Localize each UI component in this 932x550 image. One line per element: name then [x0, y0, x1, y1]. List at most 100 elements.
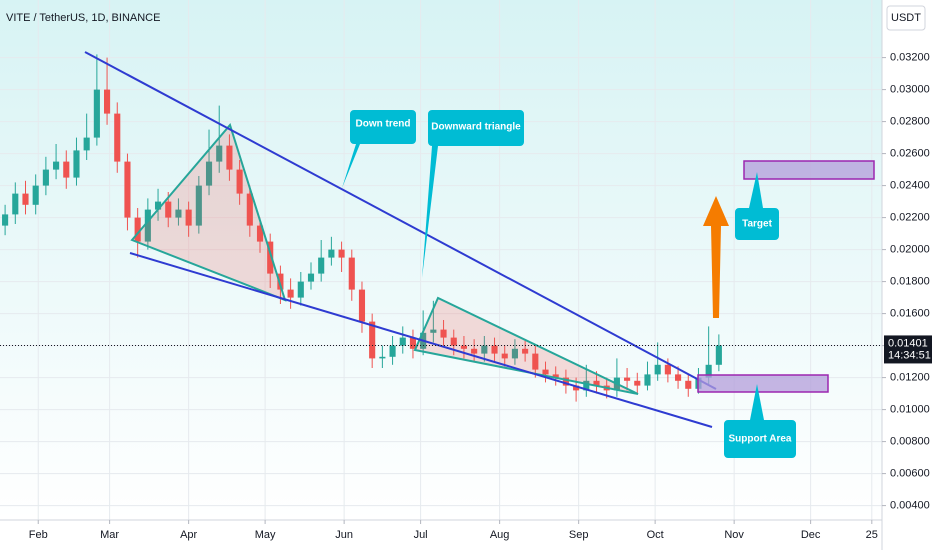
- triangle-pattern: [130, 122, 287, 302]
- candle-body: [389, 345, 396, 357]
- candle-body: [675, 374, 682, 381]
- x-tick-label: Jul: [414, 529, 428, 541]
- annotation: Down trend: [356, 119, 411, 130]
- candle-body: [328, 249, 335, 258]
- callout: [735, 172, 779, 240]
- last-price-box: [884, 335, 932, 364]
- y-tick-label: 0.02800: [890, 116, 930, 128]
- candle-body: [195, 185, 202, 226]
- x-tick-label: Nov: [724, 529, 744, 541]
- y-tick-label: 0.02600: [890, 148, 930, 160]
- candle-body: [583, 380, 590, 391]
- candle-body: [73, 150, 80, 178]
- countdown: 14:34:51: [888, 349, 931, 361]
- candle-body: [104, 89, 111, 114]
- candle-body: [664, 364, 671, 375]
- callout: [342, 110, 416, 188]
- candle-body: [430, 329, 437, 333]
- candle-body: [114, 113, 121, 162]
- x-tick-label: May: [255, 529, 276, 541]
- candle-body: [256, 225, 264, 242]
- y-tick-label: 0.01600: [890, 308, 930, 320]
- candle-body: [522, 348, 529, 354]
- candle-body: [297, 281, 304, 298]
- currency: USDT: [891, 12, 921, 24]
- candle-body: [124, 161, 131, 218]
- candle-body: [185, 209, 192, 226]
- candle-body: [307, 273, 315, 282]
- trend-line: [129, 252, 713, 428]
- x-tick-label: Dec: [801, 529, 821, 541]
- arrow: [703, 196, 729, 318]
- candle-body: [460, 345, 468, 349]
- candle-body: [22, 193, 29, 205]
- candle-body: [379, 356, 386, 359]
- candle-body: [532, 353, 539, 370]
- axes: 0.00400 0.00600 0.00800 0.01000 0.01200 0.014…: [0, 52, 932, 541]
- candle-body: [440, 329, 447, 338]
- x-tick-label: Aug: [490, 529, 510, 541]
- x-tick-label: Feb: [29, 529, 48, 541]
- y-tick-label: 0.00800: [890, 436, 930, 448]
- currency-box: [886, 5, 926, 31]
- target-zone: [743, 160, 875, 180]
- y-tick-label: 0.00600: [890, 468, 930, 480]
- y-tick-label: 0.00400: [890, 500, 930, 512]
- y-tick-label: 0.02400: [890, 180, 930, 192]
- candle-body: [644, 374, 651, 386]
- candle-body: [369, 321, 376, 359]
- candle-body: [318, 257, 325, 274]
- x-tick-label: 25: [866, 529, 878, 541]
- candle-body: [42, 169, 49, 186]
- annotation: Target: [742, 219, 772, 230]
- last-price-label: 0.01401: [888, 337, 928, 349]
- candle-body: [399, 337, 406, 346]
- x-tick-label: Mar: [100, 529, 119, 541]
- candle-body: [491, 345, 498, 354]
- drawings: Down trend Downward triangle Target Supp…: [84, 51, 875, 458]
- callout: [422, 110, 524, 278]
- candle-body: [348, 257, 355, 290]
- x-tick-label: Jun: [335, 529, 353, 541]
- candle-body: [705, 364, 712, 378]
- candle-body: [654, 364, 661, 375]
- candle-body: [450, 337, 457, 346]
- candle-body: [236, 169, 243, 194]
- candle-body: [205, 161, 213, 186]
- candle-body: [246, 193, 253, 226]
- candle-body: [634, 380, 641, 386]
- candle-body: [154, 201, 162, 210]
- candle-body: [226, 145, 233, 170]
- candle-body: [501, 353, 508, 359]
- y-tick-label: 0.02000: [890, 244, 930, 256]
- candle-body: [144, 209, 151, 242]
- candle-body: [573, 385, 580, 391]
- candle-body: [511, 348, 518, 359]
- annotation: Support Area: [729, 434, 792, 445]
- candle-body: [715, 345, 722, 365]
- y-tick-label: 0.01800: [890, 276, 930, 288]
- candle-body: [32, 185, 39, 205]
- candle-body: [552, 374, 559, 378]
- candle-body: [481, 345, 488, 354]
- grid: [0, 0, 882, 520]
- candle-body: [53, 161, 60, 170]
- candle-body: [267, 241, 274, 274]
- candle-body: [542, 369, 549, 375]
- candle-body: [63, 161, 70, 178]
- y-tick-label: 0.01200: [890, 372, 930, 384]
- y-tick-label: 0.03000: [890, 84, 930, 96]
- candle-body: [593, 380, 600, 386]
- chart-title: VITE / TetherUS, 1D, BINANCE: [6, 12, 160, 24]
- candle-body: [624, 377, 631, 381]
- candle-body: [175, 209, 182, 218]
- candle-body: [287, 289, 294, 298]
- candle-body: [134, 217, 141, 242]
- y-tick-label: 0.01000: [890, 404, 930, 416]
- trend-line: [84, 51, 717, 390]
- candle-body: [277, 273, 284, 290]
- candle-body: [2, 214, 9, 226]
- x-tick-label: Sep: [569, 529, 589, 541]
